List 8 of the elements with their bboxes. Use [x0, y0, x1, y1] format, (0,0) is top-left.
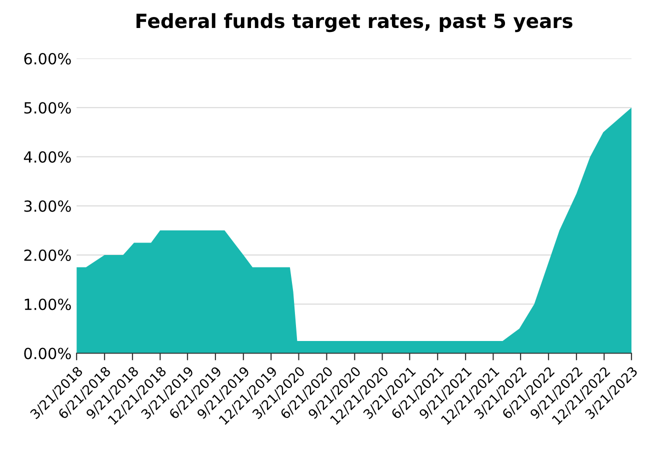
y-tick-label: 4.00% — [24, 151, 71, 163]
y-tick-label: 0.00% — [24, 348, 71, 360]
y-tick-label: 3.00% — [24, 200, 71, 212]
y-tick-label: 2.00% — [24, 249, 71, 262]
y-tick-label: 1.00% — [24, 298, 71, 310]
y-tick-label: 5.00% — [24, 102, 71, 114]
y-tick-label: 6.00% — [24, 52, 71, 65]
chart-title: Federal funds target rates, past 5 years — [136, 13, 572, 32]
